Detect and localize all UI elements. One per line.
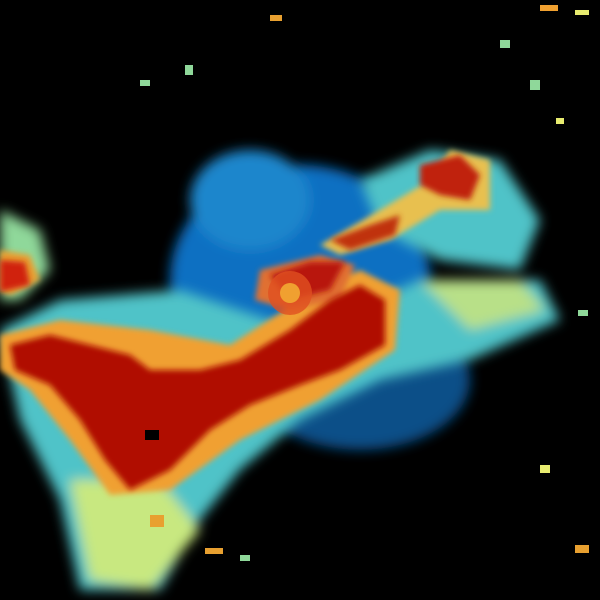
radar-center-ground-clutter	[268, 271, 312, 315]
clutter-speckles	[140, 5, 589, 561]
